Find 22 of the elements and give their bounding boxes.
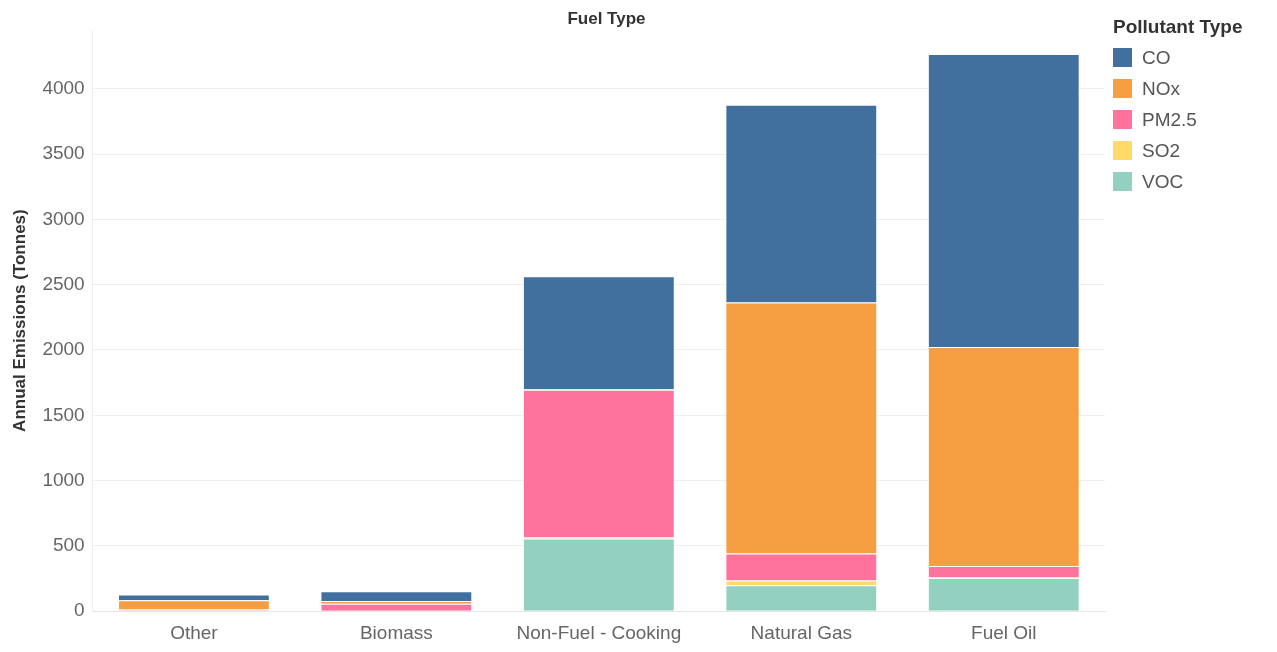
legend-title: Pollutant Type bbox=[1113, 16, 1243, 38]
y-tick-label: 3000 bbox=[42, 207, 85, 229]
y-tick-label: 4000 bbox=[42, 77, 85, 99]
legend-label: VOC bbox=[1142, 170, 1184, 193]
y-tick-label: 3500 bbox=[42, 142, 85, 164]
x-tick-label: Non-Fuel - Cooking bbox=[516, 621, 682, 643]
x-tick-label: Biomass bbox=[359, 621, 433, 643]
y-tick-label: 2000 bbox=[42, 338, 85, 360]
x-tick-label: Fuel Oil bbox=[971, 621, 1037, 643]
legend-label: PM2.5 bbox=[1142, 108, 1197, 131]
y-tick-label: 1000 bbox=[42, 468, 85, 490]
x-tick-label: Natural Gas bbox=[750, 621, 852, 643]
x-axis-title: Fuel Type bbox=[566, 9, 647, 29]
legend-label: CO bbox=[1142, 46, 1171, 69]
legend-label: NOx bbox=[1142, 77, 1180, 100]
y-tick-label: 500 bbox=[52, 534, 85, 556]
legend-label: SO2 bbox=[1142, 139, 1181, 162]
x-tick-label: Other bbox=[170, 621, 219, 643]
y-tick-label: 2500 bbox=[42, 272, 85, 294]
y-axis-title: Annual Emissions (Tonnes) bbox=[9, 209, 29, 432]
y-tick-label: 0 bbox=[74, 599, 85, 621]
y-tick-label: 1500 bbox=[42, 403, 85, 425]
